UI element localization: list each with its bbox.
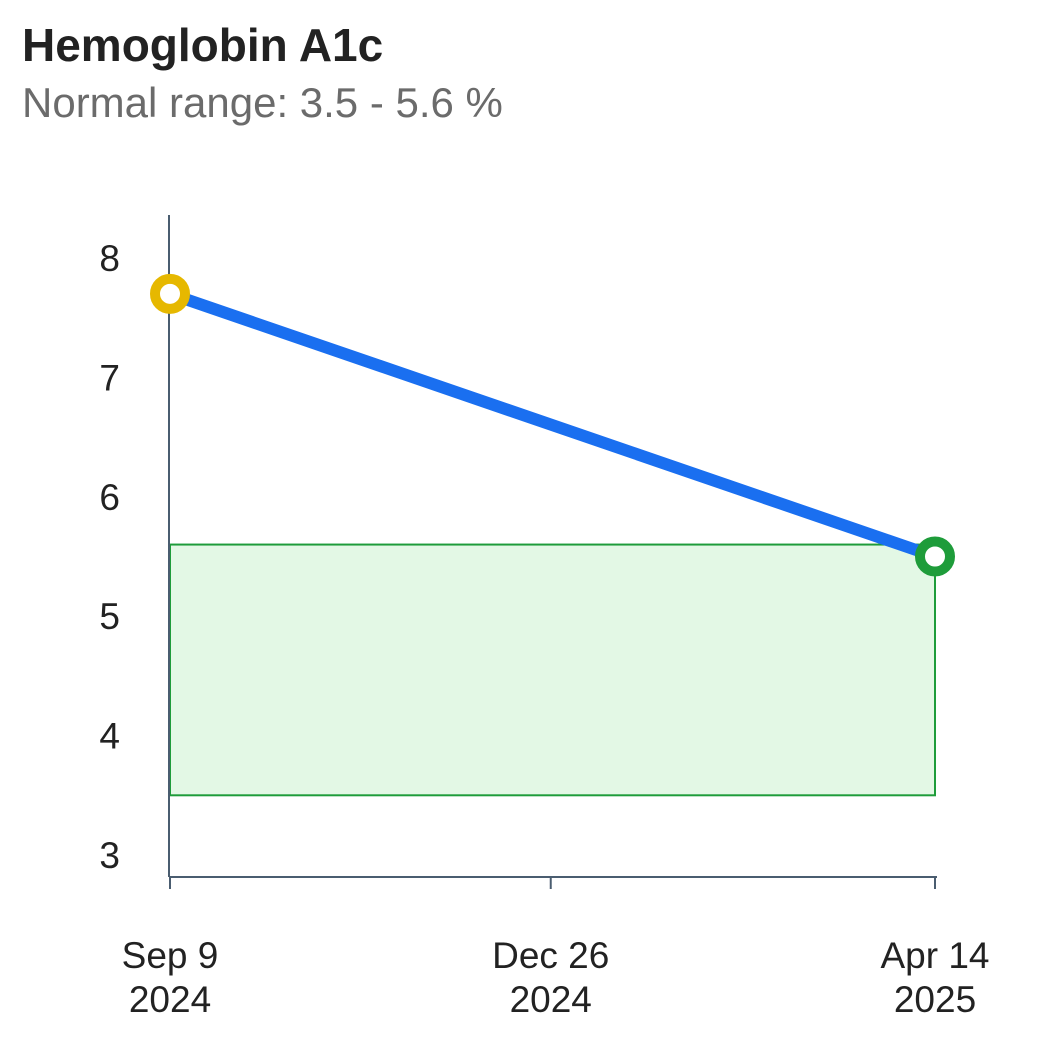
x-tick-label-line1: Dec 26 [492,935,609,976]
x-tick-label: Apr 14 2025 [880,935,989,1020]
x-tick-label-line1: Apr 14 [880,935,989,976]
data-point[interactable] [150,273,190,314]
y-tick-label: 4 [99,716,120,757]
chart-subtitle: Normal range: 3.5 - 5.6 % [22,79,503,126]
series-line [164,287,941,563]
y-tick-labels: 3 4 5 6 7 8 [99,238,120,876]
chart-title: Hemoglobin A1c [22,19,384,71]
y-tick-label: 3 [99,835,120,876]
data-point[interactable] [915,536,955,577]
normal-range-band [169,543,936,797]
y-tick-label: 8 [99,238,120,279]
x-tick-label-line1: Sep 9 [122,935,219,976]
x-tick-label: Sep 9 2024 [122,935,219,1020]
x-tick-label: Dec 26 2024 [492,935,609,1020]
x-tick-label-line2: 2024 [510,979,592,1020]
x-tick-label-line2: 2024 [129,979,211,1020]
y-tick-label: 6 [99,477,120,518]
y-tick-label: 7 [99,357,120,398]
x-tick-marks [169,877,936,889]
y-tick-label: 5 [99,596,120,637]
data-series [150,273,955,577]
x-tick-label-line2: 2025 [894,979,976,1020]
